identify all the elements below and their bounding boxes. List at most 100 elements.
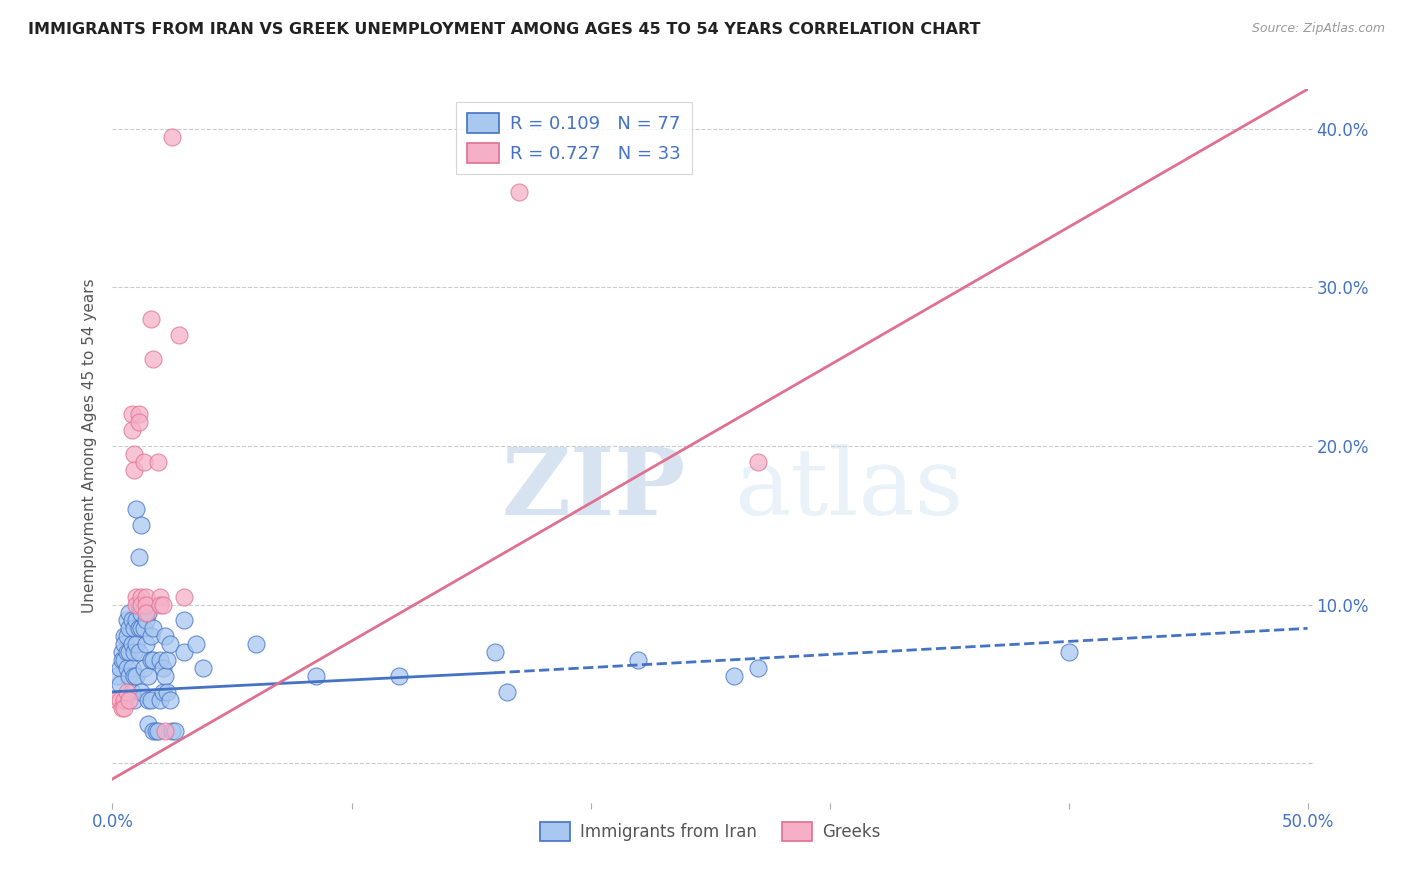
Point xyxy=(115,685,138,699)
Point xyxy=(125,598,148,612)
Point xyxy=(115,614,138,628)
Point xyxy=(135,637,157,651)
Point xyxy=(162,129,183,144)
Point xyxy=(173,590,195,604)
Point xyxy=(128,621,150,635)
Point xyxy=(105,669,128,683)
Point xyxy=(146,724,169,739)
Point xyxy=(484,645,506,659)
Point xyxy=(115,645,138,659)
Point xyxy=(496,685,519,699)
Point xyxy=(138,606,160,620)
Point xyxy=(125,637,148,651)
Point xyxy=(125,614,148,628)
Point xyxy=(508,186,530,200)
Point xyxy=(159,637,181,651)
Point xyxy=(627,653,650,667)
Point xyxy=(153,669,176,683)
Point xyxy=(108,661,131,675)
Point xyxy=(121,423,143,437)
Point xyxy=(145,724,167,739)
Point xyxy=(129,590,152,604)
Point xyxy=(149,590,172,604)
Point xyxy=(128,407,150,421)
Point xyxy=(159,692,181,706)
Point xyxy=(152,598,174,612)
Point xyxy=(129,621,152,635)
Point xyxy=(128,645,150,659)
Point xyxy=(121,685,143,699)
Point xyxy=(152,661,174,675)
Point xyxy=(186,637,208,651)
Point xyxy=(162,724,183,739)
Point xyxy=(152,685,174,699)
Point xyxy=(139,629,162,643)
Point xyxy=(128,598,150,612)
Point xyxy=(153,629,176,643)
Point xyxy=(142,653,165,667)
Point xyxy=(139,653,162,667)
Point xyxy=(149,653,172,667)
Point xyxy=(135,598,157,612)
Point xyxy=(118,621,141,635)
Point xyxy=(723,669,745,683)
Point xyxy=(125,669,148,683)
Point xyxy=(105,692,128,706)
Point xyxy=(122,621,145,635)
Point xyxy=(125,502,148,516)
Point xyxy=(142,724,165,739)
Text: ZIP: ZIP xyxy=(502,444,686,533)
Text: Source: ZipAtlas.com: Source: ZipAtlas.com xyxy=(1251,22,1385,36)
Point xyxy=(135,606,157,620)
Point xyxy=(1057,645,1080,659)
Point xyxy=(114,653,135,667)
Point xyxy=(129,598,152,612)
Point xyxy=(114,700,135,714)
Point xyxy=(111,653,134,667)
Point xyxy=(115,629,138,643)
Point xyxy=(135,614,157,628)
Point xyxy=(128,415,150,429)
Point xyxy=(388,669,411,683)
Point xyxy=(138,692,160,706)
Y-axis label: Unemployment Among Ages 45 to 54 years: Unemployment Among Ages 45 to 54 years xyxy=(82,278,97,614)
Point xyxy=(747,455,769,469)
Text: IMMIGRANTS FROM IRAN VS GREEK UNEMPLOYMENT AMONG AGES 45 TO 54 YEARS CORRELATION: IMMIGRANTS FROM IRAN VS GREEK UNEMPLOYME… xyxy=(28,22,980,37)
Point xyxy=(747,661,769,675)
Point xyxy=(114,637,135,651)
Point xyxy=(122,645,145,659)
Point xyxy=(118,692,141,706)
Point xyxy=(118,669,141,683)
Point xyxy=(142,621,165,635)
Point xyxy=(138,716,160,731)
Point xyxy=(169,328,191,343)
Point xyxy=(193,661,215,675)
Point xyxy=(146,455,169,469)
Point xyxy=(122,447,145,461)
Point xyxy=(173,645,195,659)
Point xyxy=(139,692,162,706)
Point xyxy=(142,351,165,366)
Point xyxy=(129,518,152,533)
Point xyxy=(149,598,172,612)
Point xyxy=(121,661,143,675)
Point xyxy=(122,463,145,477)
Point xyxy=(139,312,162,326)
Point xyxy=(149,692,172,706)
Point xyxy=(108,692,131,706)
Point xyxy=(245,637,267,651)
Text: atlas: atlas xyxy=(734,444,963,533)
Point xyxy=(138,669,160,683)
Point xyxy=(122,669,145,683)
Point xyxy=(121,407,143,421)
Point xyxy=(114,629,135,643)
Point xyxy=(156,685,179,699)
Point xyxy=(121,637,143,651)
Point xyxy=(132,455,155,469)
Point xyxy=(163,724,186,739)
Point xyxy=(153,724,176,739)
Point xyxy=(111,700,134,714)
Point xyxy=(156,653,179,667)
Point xyxy=(173,614,195,628)
Point xyxy=(305,669,328,683)
